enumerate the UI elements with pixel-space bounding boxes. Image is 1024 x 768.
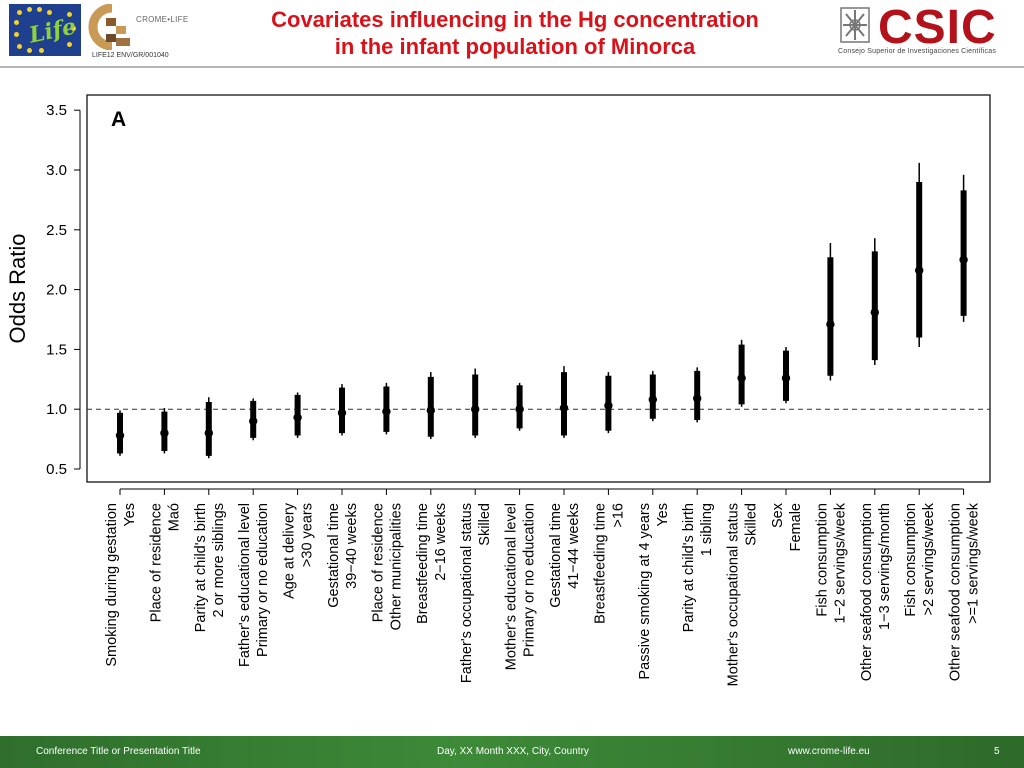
x-tick-level-label: 39−40 weeks — [344, 503, 360, 589]
title-line-1: Covariates influencing in the Hg concent… — [271, 7, 759, 32]
csic-subtitle: Consejo Superior de Investigaciones Cien… — [838, 48, 997, 55]
x-tick-level-label: Other municipalities — [388, 503, 404, 630]
y-tick-label: 3.0 — [46, 162, 67, 179]
x-tick-level-label: Maó — [166, 503, 182, 531]
x-tick-level-label: Female — [788, 503, 804, 551]
x-tick-variable-label: Other seafood consumption — [859, 503, 875, 681]
footer-conference-title: Conference Title or Presentation Title — [36, 746, 201, 757]
y-tick-label: 2.5 — [46, 222, 67, 239]
x-tick-level-label: Primary or no education — [522, 503, 538, 657]
x-tick-variable-label: Smoking during gestation — [104, 503, 120, 667]
footer-date-place: Day, XX Month XXX, City, Country — [437, 746, 589, 757]
odds-ratio-point — [160, 428, 169, 438]
odds-ratio-point — [648, 395, 657, 404]
footer-website: www.crome-life.eu — [788, 746, 870, 757]
odds-ratio-point — [693, 394, 702, 403]
odds-ratio-point — [559, 403, 569, 413]
x-tick-variable-label: Father's occupational status — [459, 503, 475, 683]
header-divider — [0, 66, 1024, 68]
panel-label: A — [111, 108, 126, 131]
x-tick-variable-label: Age at delivery — [282, 502, 298, 599]
x-tick-level-label: >30 years — [300, 503, 316, 567]
x-tick-variable-label: Gestational time — [326, 503, 342, 608]
odds-ratio-point — [249, 416, 258, 426]
x-tick-variable-label: Sex — [770, 502, 786, 528]
odds-ratio-point — [737, 373, 746, 383]
y-tick-label: 1.5 — [46, 341, 67, 358]
odds-ratio-point — [870, 308, 879, 317]
odds-ratio-point — [293, 413, 302, 422]
crome-logo-text: CROME•LIFE — [136, 15, 189, 24]
x-tick-level-label: 1 sibling — [699, 503, 715, 556]
x-tick-variable-label: Mother's occupational status — [726, 503, 742, 686]
odds-ratio-point — [471, 405, 480, 414]
x-tick-level-label: >=1 servings/week — [966, 502, 982, 624]
slide-title: Covariates influencing in the Hg concent… — [205, 6, 825, 60]
y-tick-label: 0.5 — [46, 461, 67, 478]
csic-logo-text: CSIC — [878, 1, 997, 54]
odds-ratio-point — [959, 255, 968, 264]
life-project-code: LIFE12 ENV/GR/001040 — [92, 52, 169, 59]
x-tick-level-label: 2 or more siblings — [211, 503, 227, 617]
x-tick-variable-label: Breastfeeding time — [415, 503, 431, 624]
x-tick-level-label: >16 — [610, 503, 626, 528]
odds-ratio-point — [515, 405, 524, 414]
x-tick-level-label: Yes — [122, 503, 138, 527]
odds-ratio-point — [915, 266, 924, 275]
odds-ratio-point — [604, 401, 613, 410]
x-tick-level-label: 2−16 weeks — [433, 503, 449, 581]
x-tick-variable-label: Place of residence — [370, 503, 386, 622]
x-tick-variable-label: Parity at child's birth — [193, 503, 209, 632]
slide-header: Life CROME•LIFE LIFE12 ENV/GR/001040 Cov… — [0, 0, 1024, 68]
odds-ratio-point — [337, 408, 347, 417]
x-tick-level-label: Yes — [655, 503, 671, 527]
x-tick-variable-label: Fish consumption — [903, 503, 919, 617]
eu-life-logo: Life — [9, 4, 81, 56]
x-tick-variable-label: Place of residence — [148, 503, 164, 622]
odds-ratio-point — [826, 320, 835, 329]
x-tick-variable-label: Other seafood consumption — [948, 503, 964, 681]
x-tick-variable-label: Gestational time — [548, 503, 564, 608]
odds-ratio-point — [204, 428, 213, 438]
slide-footer: Conference Title or Presentation Title D… — [0, 736, 1024, 768]
x-tick-variable-label: Father's educational level — [237, 503, 253, 667]
x-tick-level-label: 1−2 servings/week — [832, 502, 848, 623]
odds-ratio-point — [382, 407, 391, 416]
y-tick-label: 3.5 — [46, 102, 67, 119]
x-tick-level-label: 41−44 weeks — [566, 503, 582, 589]
crome-logo-icon — [88, 4, 130, 50]
x-tick-variable-label: Parity at child's birth — [681, 503, 697, 632]
x-tick-level-label: >2 servings/week — [921, 502, 937, 615]
x-tick-level-label: Skilled — [477, 503, 493, 546]
odds-ratio-point — [115, 431, 125, 440]
y-tick-label: 2.0 — [46, 282, 67, 299]
x-tick-variable-label: Fish consumption — [814, 503, 830, 617]
odds-ratio-forest-plot: A 0.5 1.0 1.5 2.0 2.5 3.0 3.5 Odds Ratio Smokin… — [5, 94, 991, 686]
y-tick-label: 1.0 — [46, 401, 67, 418]
x-tick-level-label: 1−3 servings/month — [877, 503, 893, 630]
odds-ratio-point — [781, 373, 791, 383]
footer-page-number: 5 — [994, 746, 1000, 757]
csic-emblem-icon — [840, 7, 870, 43]
title-line-2: in the infant population of Minorca — [334, 34, 696, 59]
x-tick-level-label: Skilled — [744, 503, 760, 546]
plot-frame — [86, 94, 991, 483]
x-tick-variable-label: Breastfeeding time — [592, 503, 608, 624]
x-tick-level-label: Primary or no education — [255, 503, 271, 657]
x-tick-variable-label: Mother's educational level — [504, 503, 520, 670]
y-axis-title: Odds Ratio — [5, 233, 30, 343]
csic-logo: CSIC Consejo Superior de Investigaciones… — [836, 1, 1020, 60]
x-tick-variable-label: Passive smoking at 4 years — [637, 503, 653, 680]
odds-ratio-point — [426, 406, 435, 415]
